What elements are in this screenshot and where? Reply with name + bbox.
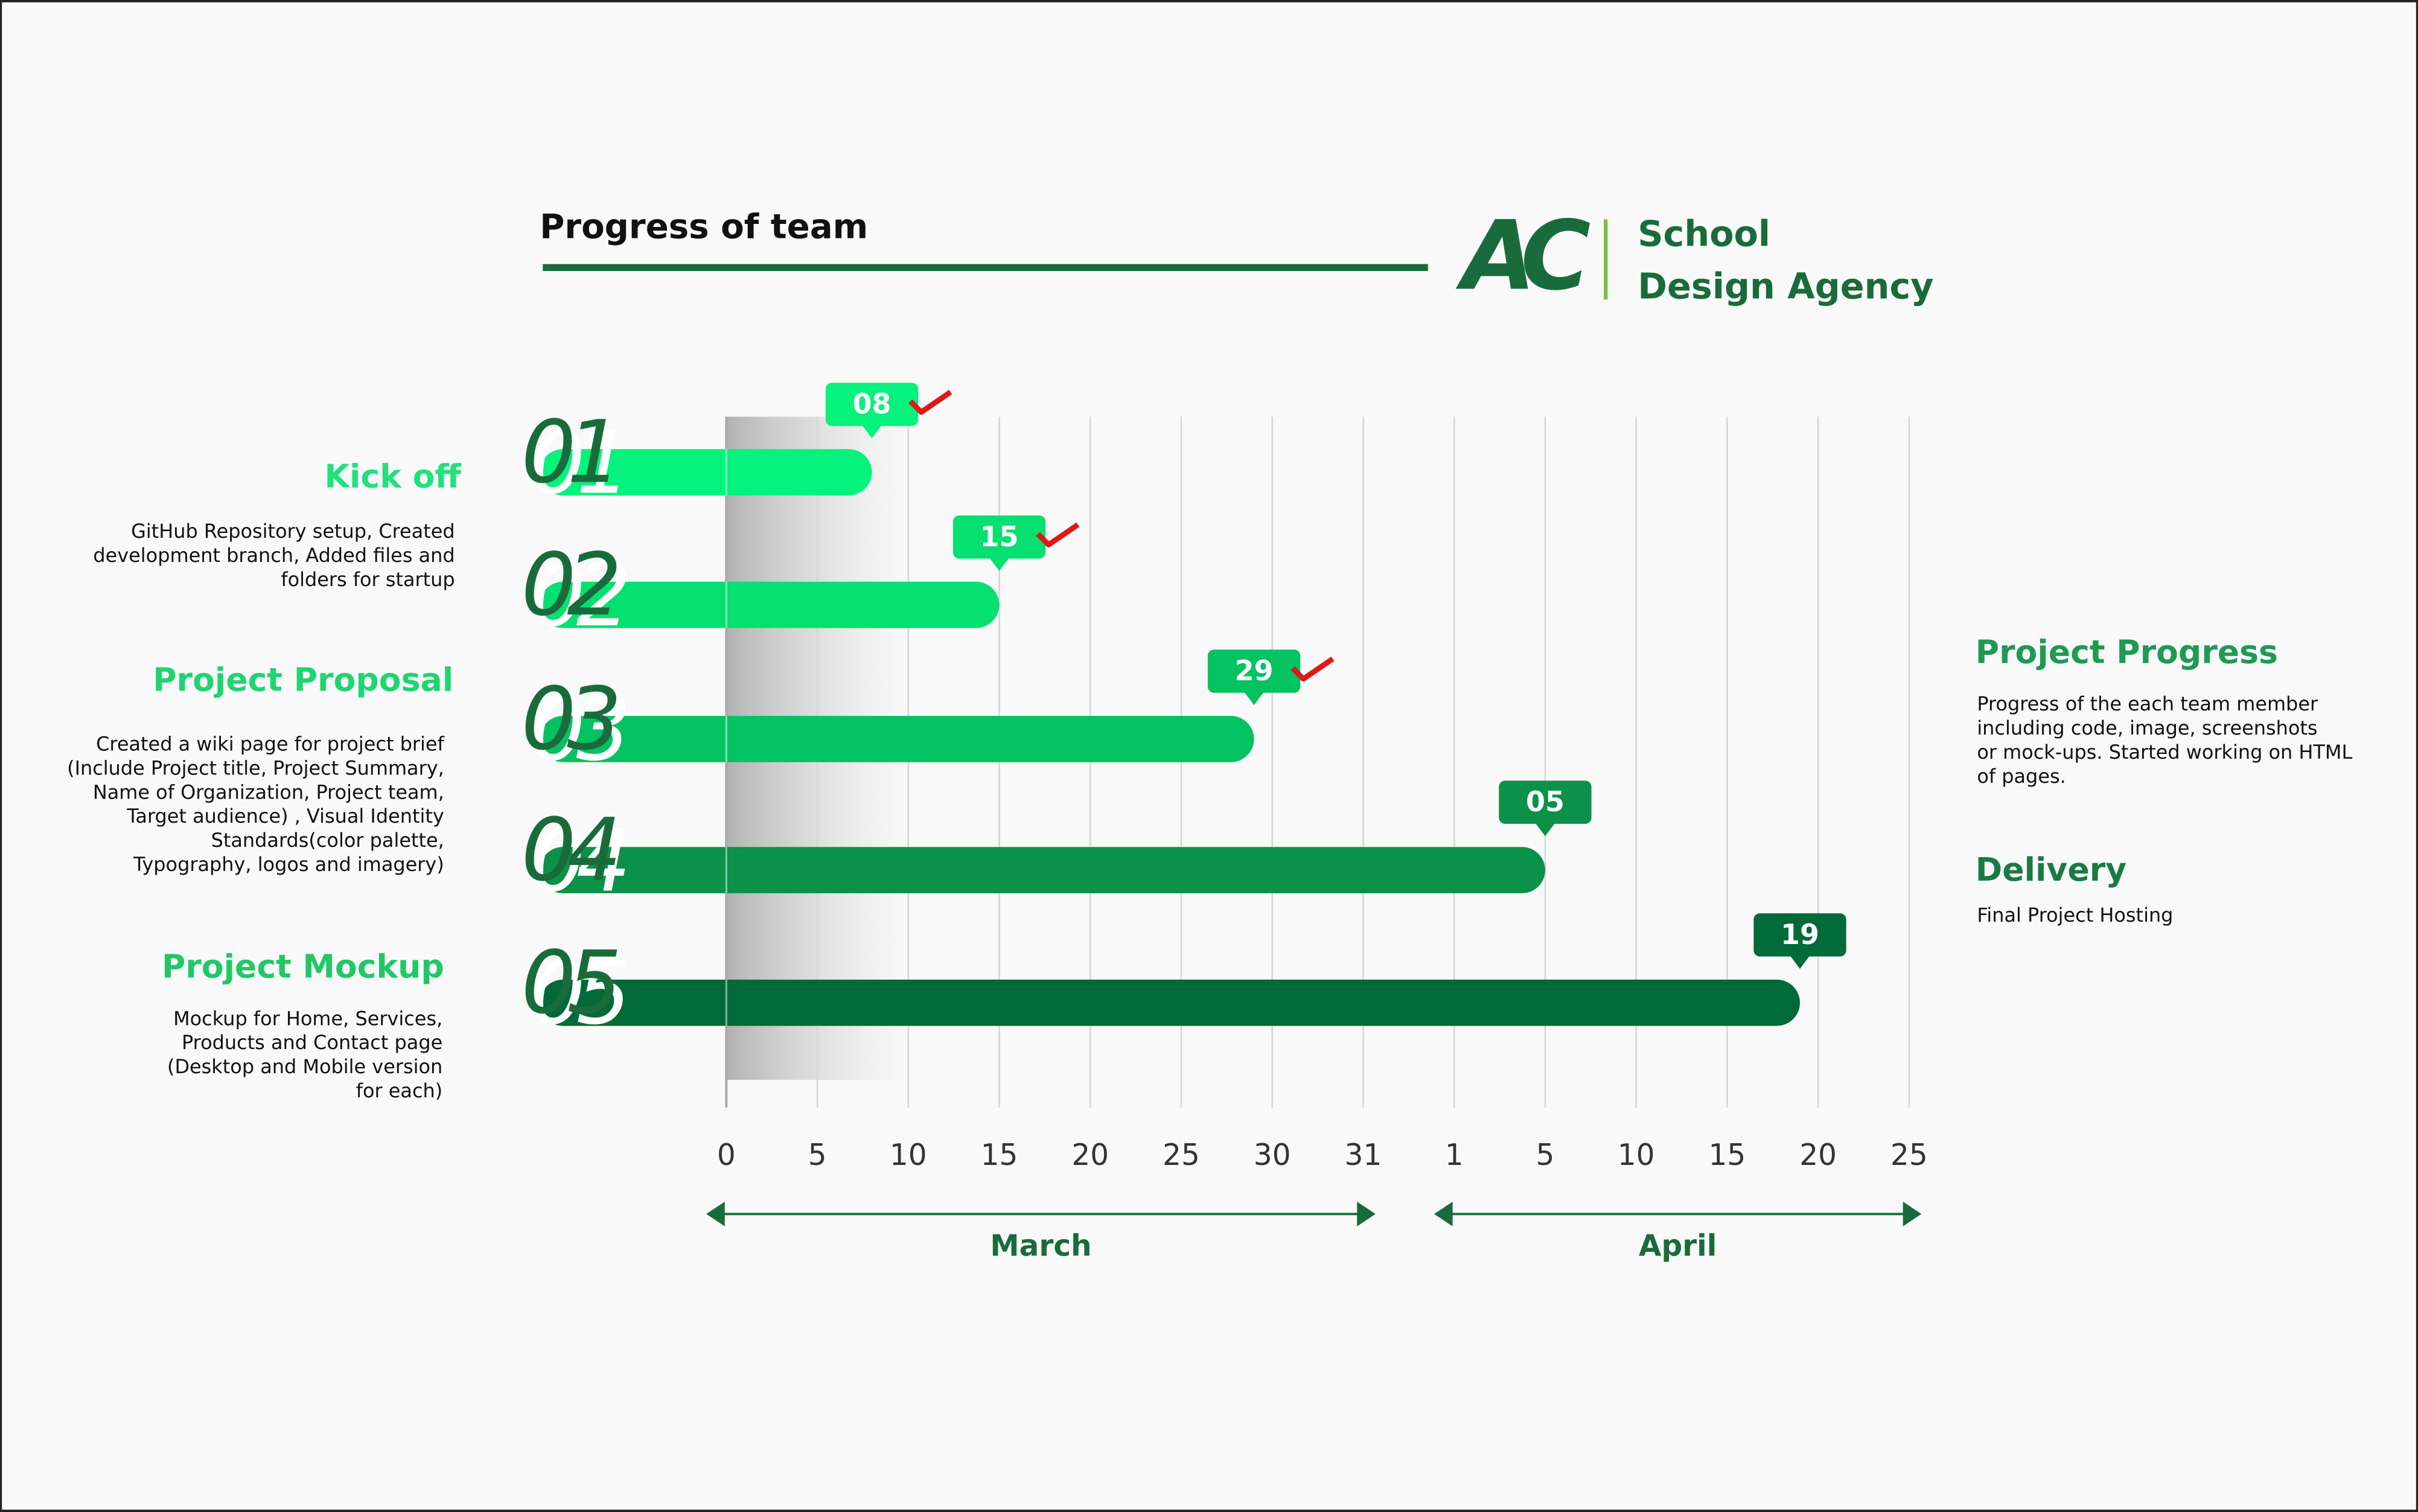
value-label: 15 <box>980 520 1019 553</box>
bar <box>540 979 1801 1026</box>
stage-text: GitHub Repository setup, Created <box>131 520 455 543</box>
x-tick-label: 25 <box>1163 1138 1200 1172</box>
check-mark <box>1290 656 1335 682</box>
callout <box>952 515 1046 571</box>
x-tick-label: 10 <box>1618 1138 1655 1172</box>
row-number-shadow: 05 <box>531 943 627 1044</box>
stage-title: Project Proposal <box>153 661 453 699</box>
row-number: 03 <box>522 668 617 769</box>
month-label: March <box>990 1229 1091 1263</box>
note-title: Delivery <box>1976 850 2126 888</box>
x-tick-label: 15 <box>981 1138 1018 1172</box>
x-tick-label: 20 <box>1071 1138 1109 1172</box>
x-tick-label: 31 <box>1345 1138 1382 1172</box>
x-tick-label: 5 <box>808 1138 827 1172</box>
callout <box>825 383 919 439</box>
stage-text: (Include Project title, Project Summary, <box>67 756 444 779</box>
x-tick-label: 5 <box>1536 1138 1555 1172</box>
value-label: 08 <box>853 388 892 420</box>
check-mark <box>908 389 952 415</box>
x-tick-label: 1 <box>1445 1138 1464 1172</box>
note-text: of pages. <box>1977 765 2066 788</box>
row-number-shadow: 01 <box>531 412 622 513</box>
row-number: 02 <box>522 534 617 635</box>
brand-line: Design Agency <box>1638 265 1933 307</box>
stage-text: Name of Organization, Project team, <box>93 780 444 803</box>
chart-title: Progress of team <box>540 207 868 246</box>
stage-text: Target audience) , Visual Identity <box>126 805 444 828</box>
value-label: 05 <box>1526 785 1565 818</box>
bar <box>540 716 1254 762</box>
callout <box>1499 780 1592 837</box>
stage-text: (Desktop and Mobile version <box>167 1055 442 1078</box>
bar <box>540 449 872 496</box>
month-label: April <box>1639 1229 1717 1263</box>
brand-line: School <box>1638 213 1770 255</box>
bar <box>540 581 1000 628</box>
x-tick-label: 20 <box>1799 1138 1837 1172</box>
check-mark <box>1036 522 1080 547</box>
stage-text: Standards(color palette, <box>211 829 444 852</box>
callout <box>1753 913 1846 969</box>
stage-text: Mockup for Home, Services, <box>173 1007 442 1030</box>
note-text: Final Project Hosting <box>1977 904 2173 927</box>
callout <box>1207 649 1301 706</box>
value-label: 29 <box>1235 654 1274 687</box>
row-number-shadow: 04 <box>531 810 625 911</box>
stage-title: Project Mockup <box>162 948 444 986</box>
x-tick-label: 30 <box>1254 1138 1291 1172</box>
note-text: including code, image, screenshots <box>1977 716 2317 739</box>
stage-text: Products and Contact page <box>182 1031 442 1054</box>
title-underline <box>543 264 1428 272</box>
row-number: 01 <box>522 401 613 502</box>
logo: AC <box>1455 200 1590 311</box>
row-number-shadow: 03 <box>531 679 626 780</box>
stage-text: Typography, logos and imagery) <box>133 853 444 876</box>
stage-text: for each) <box>356 1079 442 1102</box>
note-text: or mock-ups. Started working on HTML <box>1977 741 2352 764</box>
stage-text: development branch, Added files and <box>93 544 455 567</box>
x-tick-label: 10 <box>890 1138 927 1172</box>
value-label: 19 <box>1781 918 1819 951</box>
x-tick-label: 0 <box>717 1138 736 1172</box>
logo-separator <box>1604 219 1608 300</box>
note-text: Progress of the each team member <box>1977 692 2318 715</box>
stage-text: Created a wiki page for project brief <box>96 733 444 756</box>
row-number: 04 <box>522 800 616 901</box>
bar <box>540 847 1545 893</box>
row-number-shadow: 02 <box>531 545 627 646</box>
row-number: 05 <box>522 932 618 1033</box>
x-tick-label: 25 <box>1890 1138 1928 1172</box>
stage-text: folders for startup <box>281 568 455 591</box>
x-tick-label: 15 <box>1709 1138 1746 1172</box>
note-title: Project Progress <box>1976 633 2278 671</box>
stage-title: Kick off <box>324 457 461 495</box>
